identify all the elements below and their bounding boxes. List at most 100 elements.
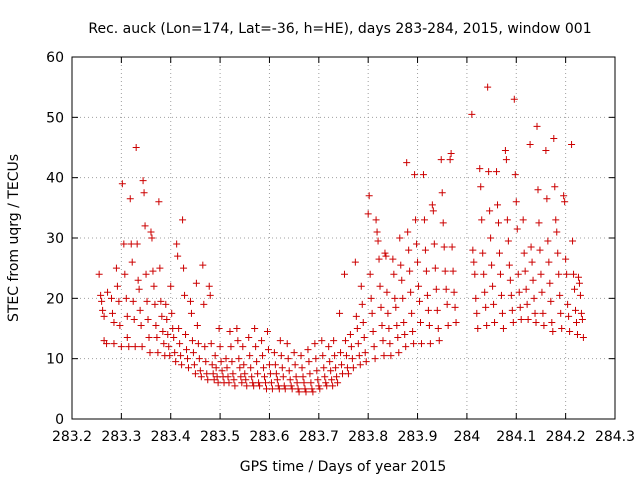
data-point (428, 201, 436, 209)
data-point (165, 343, 173, 351)
data-points (95, 83, 587, 396)
data-point (322, 379, 330, 387)
data-point (566, 328, 574, 336)
data-point (487, 234, 495, 242)
data-point (339, 370, 347, 378)
data-point (362, 358, 370, 366)
data-point (139, 177, 147, 185)
data-point (332, 364, 340, 372)
data-point (572, 306, 580, 314)
data-point (337, 349, 345, 357)
data-point (560, 192, 568, 200)
data-point (100, 312, 108, 320)
data-point (224, 373, 232, 381)
data-point (156, 264, 164, 272)
data-point (140, 189, 148, 197)
data-point (202, 358, 210, 366)
data-point (533, 122, 541, 130)
x-tick-label: 283.9 (397, 429, 437, 445)
data-point (497, 291, 505, 299)
data-point (410, 340, 418, 348)
data-point (283, 340, 291, 348)
data-point (259, 352, 267, 360)
data-point (394, 334, 402, 342)
data-point (549, 328, 557, 336)
data-point (451, 303, 459, 311)
y-tick-label: 60 (46, 50, 64, 66)
data-point (241, 370, 249, 378)
data-point (307, 379, 315, 387)
data-point (425, 321, 433, 329)
data-point (210, 376, 218, 384)
data-point (212, 364, 220, 372)
data-point (260, 364, 268, 372)
data-point (136, 306, 144, 314)
data-point (417, 318, 425, 326)
data-point (255, 379, 263, 387)
data-point (213, 373, 221, 381)
data-point (181, 291, 189, 299)
data-point (476, 165, 484, 173)
data-point (495, 249, 503, 257)
data-point (399, 294, 407, 302)
data-point (441, 267, 449, 275)
data-point (159, 328, 167, 336)
data-point (223, 364, 231, 372)
data-point (372, 216, 380, 224)
data-point (325, 343, 333, 351)
data-point (504, 237, 512, 245)
data-point (365, 192, 373, 200)
data-point (521, 267, 529, 275)
data-point (99, 306, 107, 314)
data-point (112, 264, 120, 272)
data-point (215, 325, 223, 332)
data-point (305, 358, 313, 366)
data-point (508, 306, 516, 314)
data-point (517, 315, 525, 323)
data-point (228, 358, 236, 366)
data-point (164, 331, 172, 339)
data-point (242, 376, 250, 384)
data-point (147, 228, 155, 236)
data-point (351, 258, 359, 266)
data-point (374, 237, 382, 245)
data-point (395, 349, 403, 357)
data-point (553, 228, 561, 236)
y-axis-label: STEC from uqrg / TECUs (6, 154, 22, 322)
data-point (421, 246, 429, 254)
data-point (417, 340, 425, 348)
data-point (150, 282, 158, 290)
data-point (273, 376, 281, 384)
data-point (231, 382, 239, 390)
data-point (386, 340, 394, 348)
data-point (285, 367, 293, 375)
data-point (556, 291, 564, 299)
data-point (570, 270, 578, 278)
data-point (422, 267, 430, 275)
data-point (134, 276, 142, 284)
data-point (227, 343, 235, 351)
data-point (173, 240, 181, 248)
data-point (530, 294, 538, 302)
data-point (490, 300, 498, 308)
data-point (329, 382, 337, 390)
data-point (300, 379, 308, 387)
data-point (316, 385, 324, 393)
data-point (169, 325, 177, 332)
data-point (358, 300, 366, 308)
data-point (270, 349, 278, 357)
data-point (382, 252, 390, 260)
data-point (429, 207, 437, 215)
data-point (225, 379, 233, 387)
data-point (141, 222, 149, 230)
data-point (110, 318, 118, 326)
data-point (182, 331, 190, 339)
data-point (196, 367, 204, 375)
data-point (468, 110, 476, 118)
data-point (152, 321, 160, 329)
data-point (162, 300, 170, 308)
data-point (546, 279, 554, 287)
data-point (471, 270, 479, 278)
data-point (513, 225, 521, 233)
data-point (304, 346, 312, 354)
